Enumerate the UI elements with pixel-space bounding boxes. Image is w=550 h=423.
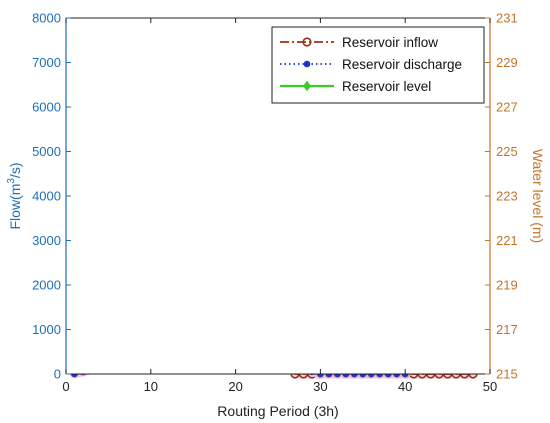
x-tick-label: 40 bbox=[398, 379, 412, 394]
y-left-tick-label: 7000 bbox=[32, 55, 61, 70]
y-left-tick-label: 4000 bbox=[32, 189, 61, 204]
y-right-tick-label: 227 bbox=[496, 100, 518, 115]
y-right-tick-label: 215 bbox=[496, 367, 518, 382]
legend-label: Reservoir discharge bbox=[342, 57, 462, 72]
legend-marker bbox=[303, 80, 311, 92]
legend-entry: Reservoir inflow bbox=[280, 35, 438, 50]
x-tick-label: 20 bbox=[228, 379, 242, 394]
y-right-tick-label: 225 bbox=[496, 144, 518, 159]
y-left-tick-label: 1000 bbox=[32, 322, 61, 337]
y-left-tick-label: 3000 bbox=[32, 233, 61, 248]
x-tick-label: 30 bbox=[313, 379, 327, 394]
legend-entry: Reservoir discharge bbox=[280, 57, 462, 72]
x-tick-label: 0 bbox=[62, 379, 69, 394]
legend-label: Reservoir level bbox=[342, 79, 431, 94]
y-right-axis-title: Water level (m) bbox=[530, 149, 546, 243]
y-left-tick-label: 5000 bbox=[32, 144, 61, 159]
y-left-tick-label: 0 bbox=[54, 367, 61, 382]
y-left-axis-title: Flow(m3/s) bbox=[6, 162, 23, 229]
y-right-tick-label: 219 bbox=[496, 278, 518, 293]
x-axis-title: Routing Period (3h) bbox=[217, 403, 338, 419]
legend-label: Reservoir inflow bbox=[342, 35, 438, 50]
legend-entry: Reservoir level bbox=[280, 79, 431, 94]
y-right-tick-label: 217 bbox=[496, 322, 518, 337]
x-tick-label: 50 bbox=[483, 379, 497, 394]
y-right-tick-label: 231 bbox=[496, 11, 518, 26]
y-left-tick-label: 2000 bbox=[32, 278, 61, 293]
y-right-tick-label: 229 bbox=[496, 55, 518, 70]
y-left-tick-label: 6000 bbox=[32, 100, 61, 115]
y-right-tick-label: 221 bbox=[496, 233, 518, 248]
x-tick-label: 10 bbox=[144, 379, 158, 394]
chart-legend: Reservoir inflow Reservoir discharge Reser… bbox=[271, 26, 485, 104]
y-right-tick-label: 223 bbox=[496, 189, 518, 204]
y-left-tick-label: 8000 bbox=[32, 11, 61, 26]
legend-marker bbox=[302, 37, 312, 47]
legend-marker bbox=[303, 60, 311, 68]
